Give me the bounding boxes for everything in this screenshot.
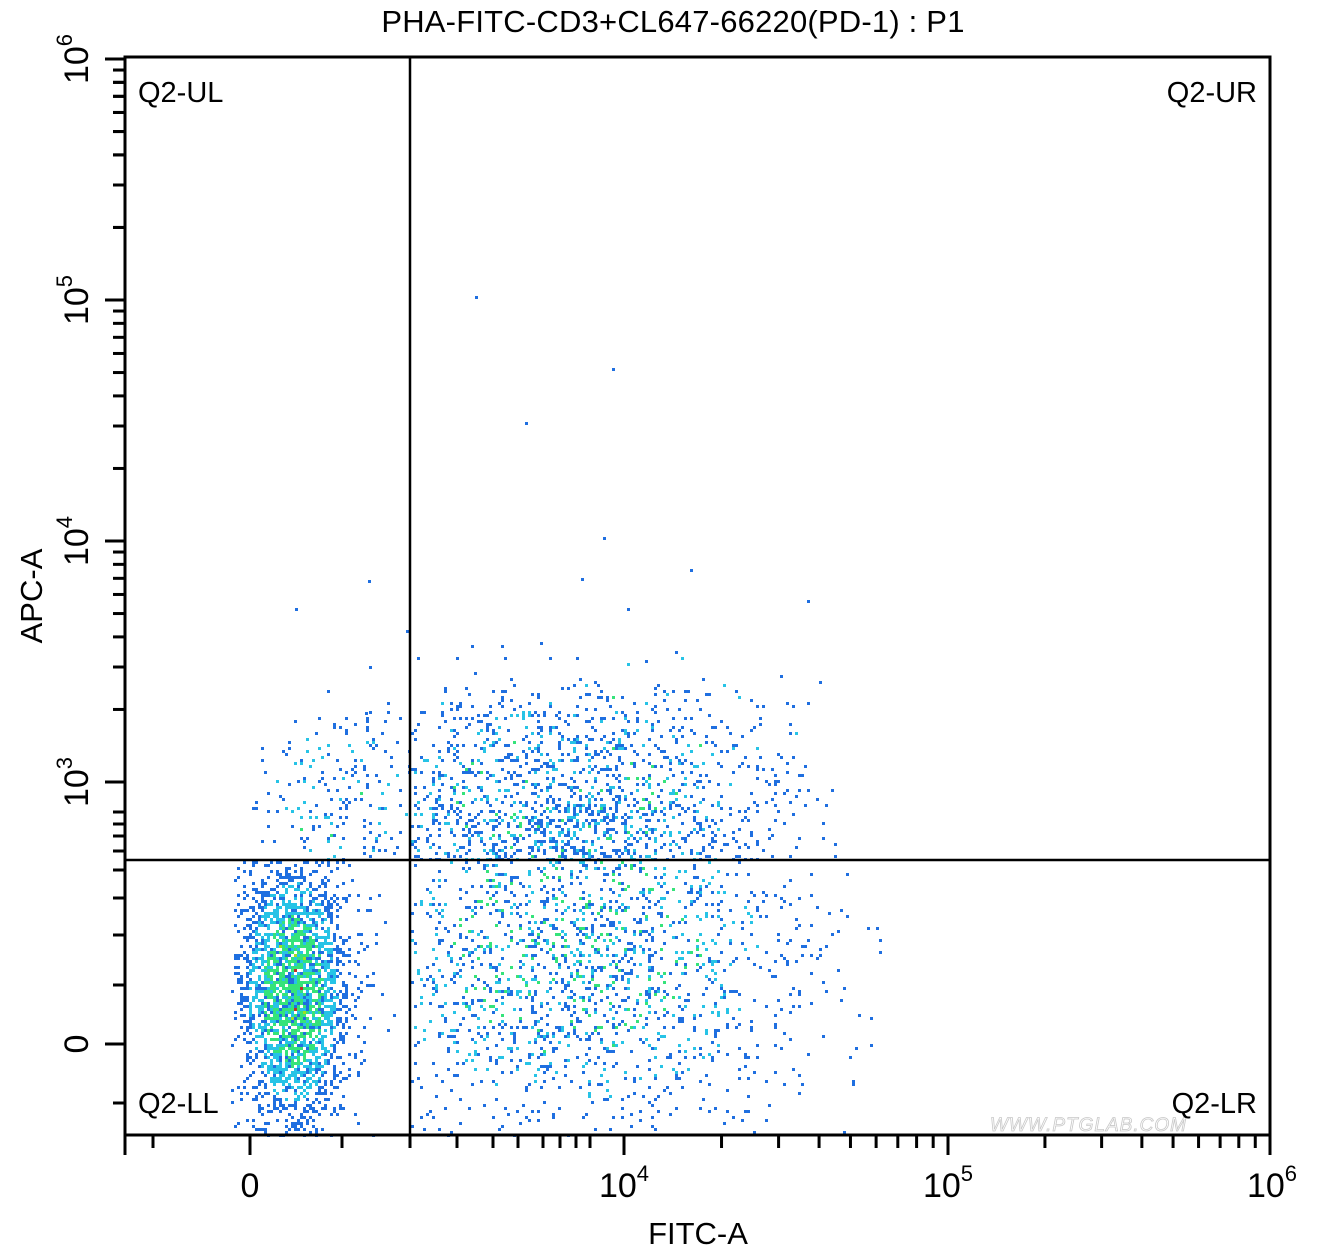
chart-title: PHA-FITC-CD3+CL647-66220(PD-1) : P1 <box>381 4 965 39</box>
y-tick-label-1e6: 106 <box>52 34 96 84</box>
y-tick-label-0: 0 <box>58 1035 96 1054</box>
quadrant-label-ul: Q2-UL <box>138 77 223 109</box>
quadrant-label-lr: Q2-LR <box>1172 1088 1257 1120</box>
y-tick-label-1e5: 105 <box>52 275 96 325</box>
y-axis-title: APC-A <box>14 548 49 643</box>
quadrant-label-ur: Q2-UR <box>1167 77 1257 109</box>
plot-frame <box>123 55 1272 1137</box>
x-tick-label-1e6: 106 <box>1247 1161 1297 1205</box>
y-tick-label-1e4: 104 <box>52 516 96 566</box>
scatter-points <box>231 296 882 1137</box>
quadrant-label-ll: Q2-LL <box>138 1088 219 1120</box>
y-tick-label-1e3: 103 <box>52 757 96 807</box>
x-axis-ticks <box>123 1135 1272 1155</box>
x-tick-label-1e4: 104 <box>599 1161 649 1205</box>
x-tick-label-0: 0 <box>241 1167 260 1205</box>
watermark: WWW.PTGLAB.COM <box>990 1115 1187 1136</box>
x-tick-label-1e5: 105 <box>923 1161 973 1205</box>
y-axis-ticks <box>105 57 125 1105</box>
y-axis-title-group: APC-A <box>14 548 49 643</box>
x-axis-title: FITC-A <box>648 1216 748 1251</box>
